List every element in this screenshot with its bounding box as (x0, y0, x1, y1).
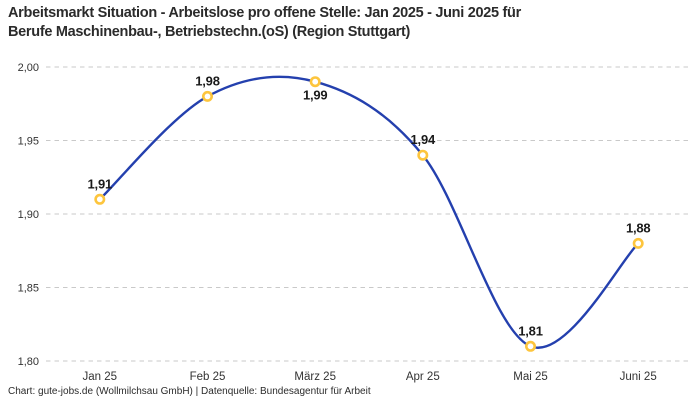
data-point-marker (632, 237, 644, 249)
x-axis-tick-label: Feb 25 (190, 371, 226, 383)
y-axis-tick-label: 1,80 (18, 356, 39, 368)
series-line (98, 75, 640, 349)
chart-source-credit: Chart: gute-jobs.de (Wollmilchsau GmbH) … (8, 386, 371, 397)
data-point-label: 1,91 (88, 176, 113, 191)
data-point-marker (309, 76, 321, 88)
chart-title: Arbeitsmarkt Situation - Arbeitslose pro… (8, 5, 521, 41)
data-point-marker (524, 340, 536, 352)
data-point-label: 1,99 (303, 88, 328, 103)
y-axis-tick-label: 1,85 (18, 283, 39, 295)
data-point-label: 1,88 (626, 220, 651, 235)
x-axis-tick-label: Mai 25 (513, 371, 548, 383)
data-point-label: 1,94 (411, 132, 436, 147)
y-axis-tick-label: 1,95 (18, 136, 39, 148)
x-axis-tick-label: Jan 25 (83, 371, 118, 383)
y-axis-tick-label: 1,90 (18, 209, 39, 221)
data-point-marker (202, 90, 214, 102)
data-point-label: 1,98 (195, 73, 220, 88)
data-point-marker (94, 193, 106, 205)
x-axis-tick-label: Apr 25 (406, 371, 440, 383)
x-axis-tick-label: März 25 (294, 371, 336, 383)
data-point-marker (417, 149, 429, 161)
x-axis-tick-label: Juni 25 (620, 371, 657, 383)
y-axis-tick-label: 2,00 (18, 62, 39, 74)
data-point-label: 1,81 (518, 323, 543, 338)
